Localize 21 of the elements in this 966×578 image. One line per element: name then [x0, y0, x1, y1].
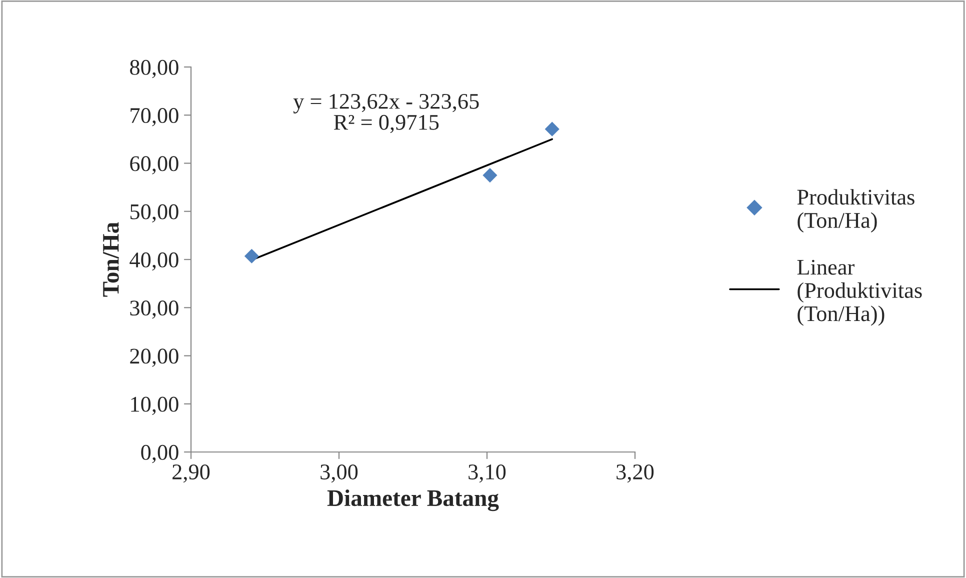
x-axis-title: Diameter Batang [327, 490, 499, 512]
y-tick-label: 20,00 [130, 348, 178, 367]
y-tick-label: 80,00 [130, 60, 178, 78]
y-tick-label: 60,00 [130, 156, 178, 174]
annotation: y = 123,62x - 323,65 R² = 0,9715 [293, 94, 479, 134]
x-tick-label: 3,10 [468, 464, 506, 483]
x-tick-label: 3,00 [320, 464, 358, 483]
x-tick-label: 3,20 [616, 464, 654, 483]
x-tick-label: 2,90 [172, 464, 210, 483]
point [544, 122, 560, 136]
point [482, 168, 498, 183]
legend-label: Produktivitas (Ton/Ha) [797, 189, 914, 232]
point [244, 248, 259, 264]
y-tick-label: 40,00 [130, 252, 178, 271]
y-tick-label: 0,00 [141, 444, 178, 464]
y-tick-label: 30,00 [130, 300, 178, 319]
y-tick-label: 10,00 [131, 396, 178, 415]
y-axis-title: Ton/Ha [103, 222, 119, 297]
legend-label: Linear (Produktivitas (Ton/Ha)) [797, 260, 922, 326]
y-tick-label: 50,00 [130, 204, 178, 222]
y-tick-label: 70,00 [130, 108, 178, 126]
